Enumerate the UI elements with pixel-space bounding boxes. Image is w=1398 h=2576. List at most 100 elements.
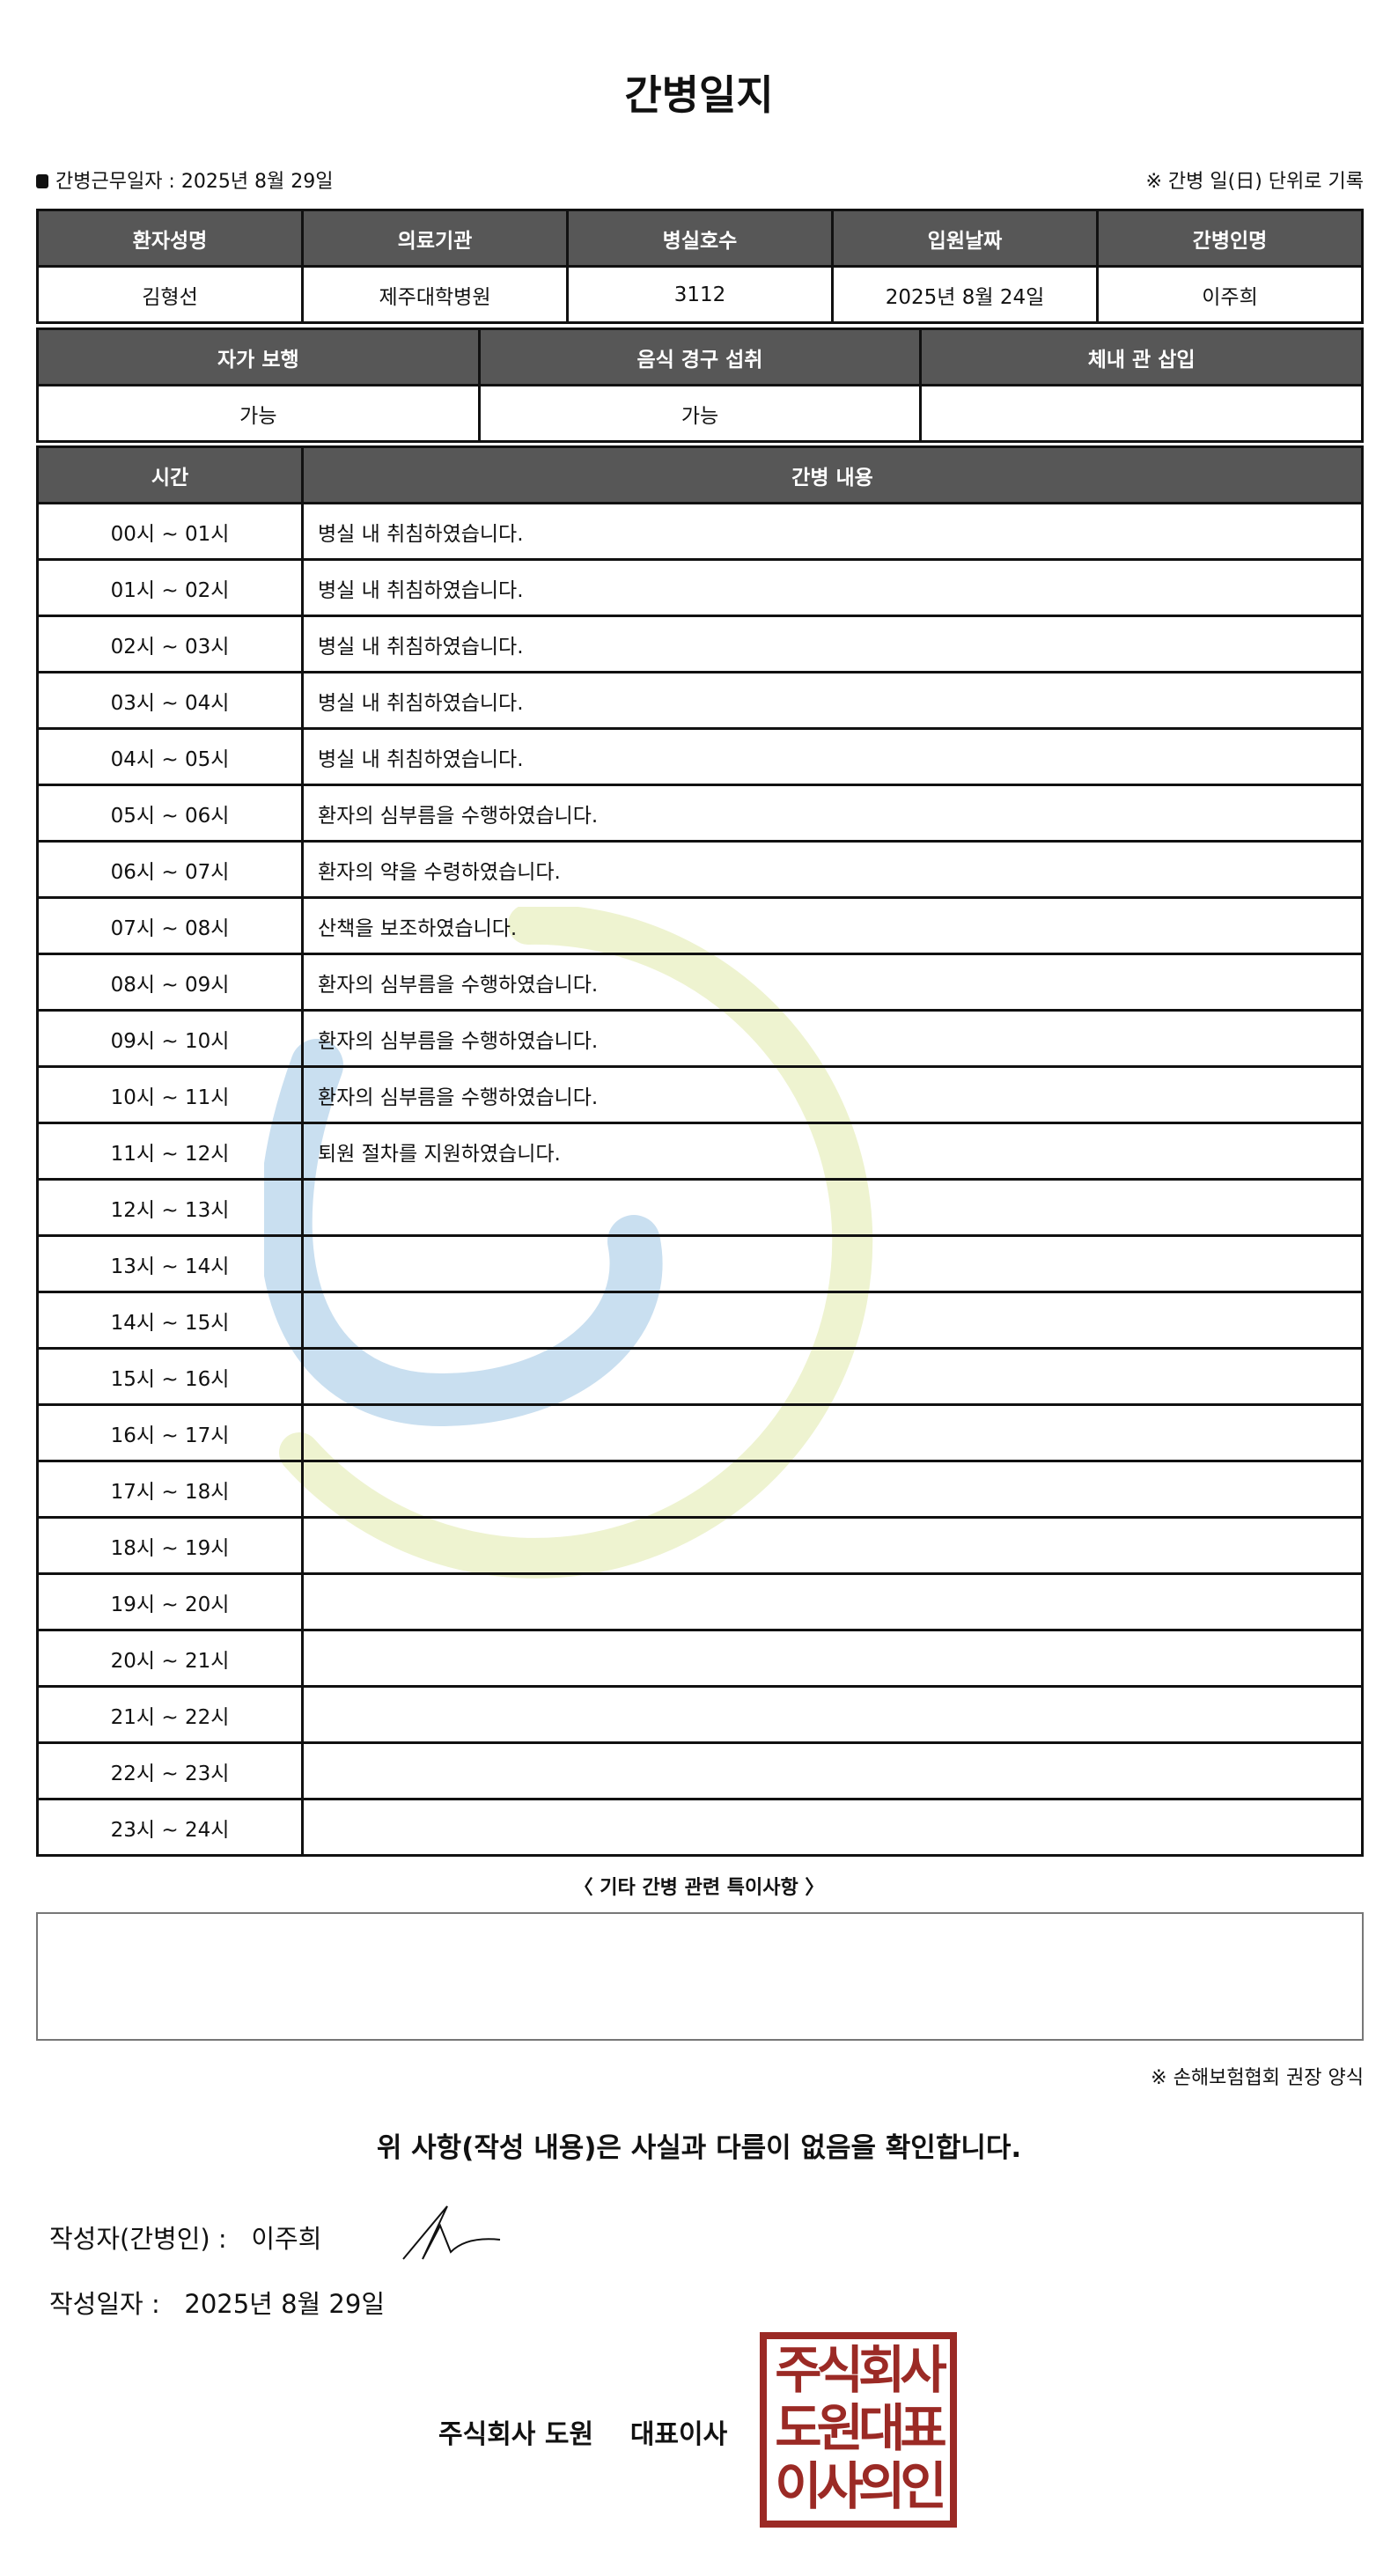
table-row: 21시 ~ 22시 bbox=[36, 1685, 1364, 1744]
seal-line: 주식회사 bbox=[775, 2340, 946, 2400]
time-cell: 00시 ~ 01시 bbox=[36, 502, 304, 561]
time-cell: 10시 ~ 11시 bbox=[36, 1065, 304, 1124]
confirmation-statement: 위 사항(작성 내용)은 사실과 다름이 없음을 확인합니다. bbox=[376, 2132, 1022, 2164]
table-row: 20시 ~ 21시 bbox=[36, 1629, 1364, 1688]
care-content-cell bbox=[301, 1572, 1364, 1631]
info-header: 병실호수 bbox=[566, 209, 834, 268]
table-row: 05시 ~ 06시 환자의 심부름을 수행하였습니다. bbox=[36, 784, 1364, 843]
table-row: 02시 ~ 03시 병실 내 취침하였습니다. bbox=[36, 615, 1364, 673]
care-content-cell bbox=[301, 1460, 1364, 1519]
info-header: 간병인명 bbox=[1096, 209, 1364, 268]
table-row: 06시 ~ 07시 환자의 약을 수령하였습니다. bbox=[36, 840, 1364, 899]
info-value: 제주대학병원 bbox=[301, 265, 569, 324]
table-row: 19시 ~ 20시 bbox=[36, 1572, 1364, 1631]
time-cell: 19시 ~ 20시 bbox=[36, 1572, 304, 1631]
care-content-cell bbox=[301, 1291, 1364, 1350]
log-header: 시간 bbox=[36, 445, 304, 504]
patient-status-table: 자가 보행 음식 경구 섭취 체내 관 삽입 가능 가능 bbox=[36, 328, 1364, 443]
care-content-cell: 산책을 보조하였습니다. bbox=[301, 896, 1364, 955]
info-header: 환자성명 bbox=[36, 209, 304, 268]
table-row: 22시 ~ 23시 bbox=[36, 1741, 1364, 1800]
care-content-cell bbox=[301, 1347, 1364, 1406]
care-content-cell: 환자의 심부름을 수행하였습니다. bbox=[301, 784, 1364, 843]
table-row: 09시 ~ 10시 환자의 심부름을 수행하였습니다. bbox=[36, 1009, 1364, 1068]
care-content-cell bbox=[301, 1629, 1364, 1688]
care-content-cell: 병실 내 취침하였습니다. bbox=[301, 615, 1364, 673]
care-content-cell: 병실 내 취침하였습니다. bbox=[301, 671, 1364, 730]
log-header: 간병 내용 bbox=[301, 445, 1364, 504]
time-cell: 17시 ~ 18시 bbox=[36, 1460, 304, 1519]
table-row: 23시 ~ 24시 bbox=[36, 1798, 1364, 1857]
status-header: 체내 관 삽입 bbox=[919, 328, 1364, 386]
status-value: 가능 bbox=[36, 384, 481, 443]
page-title: 간병일지 bbox=[624, 71, 774, 119]
time-cell: 14시 ~ 15시 bbox=[36, 1291, 304, 1350]
status-header: 자가 보행 bbox=[36, 328, 481, 386]
time-cell: 03시 ~ 04시 bbox=[36, 671, 304, 730]
info-value: 3112 bbox=[566, 265, 834, 324]
signature bbox=[402, 2205, 501, 2260]
care-content-cell bbox=[301, 1741, 1364, 1800]
work-date: 간병근무일자 : 2025년 8월 29일 bbox=[36, 166, 334, 194]
care-content-cell: 환자의 심부름을 수행하였습니다. bbox=[301, 1009, 1364, 1068]
care-content-cell bbox=[301, 1403, 1364, 1462]
care-content-cell: 환자의 심부름을 수행하였습니다. bbox=[301, 1065, 1364, 1124]
care-content-cell bbox=[301, 1234, 1364, 1293]
writer-line: 작성자(간병인) : 이주희 bbox=[49, 2219, 321, 2256]
table-row: 13시 ~ 14시 bbox=[36, 1234, 1364, 1293]
care-content-cell bbox=[301, 1798, 1364, 1857]
time-cell: 01시 ~ 02시 bbox=[36, 558, 304, 617]
time-cell: 02시 ~ 03시 bbox=[36, 615, 304, 673]
writer-label: 작성자(간병인) : bbox=[49, 2224, 227, 2254]
seal-line: 이사의인 bbox=[775, 2456, 946, 2516]
time-cell: 16시 ~ 17시 bbox=[36, 1403, 304, 1462]
table-row: 03시 ~ 04시 병실 내 취침하였습니다. bbox=[36, 671, 1364, 730]
table-row: 15시 ~ 16시 bbox=[36, 1347, 1364, 1406]
table-row: 00시 ~ 01시 병실 내 취침하였습니다. bbox=[36, 502, 1364, 561]
info-header: 의료기관 bbox=[301, 209, 569, 268]
company-seal: 주식회사 도원대표 이사의인 bbox=[760, 2332, 957, 2528]
status-value bbox=[919, 384, 1364, 443]
notes-title: 〈 기타 간병 관련 특이사항 〉 bbox=[573, 1877, 825, 1899]
care-content-cell bbox=[301, 1516, 1364, 1575]
written-date-line: 작성일자 : 2025년 8월 29일 bbox=[49, 2284, 385, 2321]
time-cell: 05시 ~ 06시 bbox=[36, 784, 304, 843]
care-content-cell bbox=[301, 1685, 1364, 1744]
written-date-label: 작성일자 : bbox=[49, 2289, 160, 2319]
time-cell: 04시 ~ 05시 bbox=[36, 727, 304, 786]
status-value: 가능 bbox=[477, 384, 923, 443]
time-cell: 15시 ~ 16시 bbox=[36, 1347, 304, 1406]
table-row: 10시 ~ 11시 환자의 심부름을 수행하였습니다. bbox=[36, 1065, 1364, 1124]
time-cell: 12시 ~ 13시 bbox=[36, 1178, 304, 1237]
care-content-cell: 환자의 심부름을 수행하였습니다. bbox=[301, 953, 1364, 1012]
time-cell: 11시 ~ 12시 bbox=[36, 1122, 304, 1181]
time-cell: 08시 ~ 09시 bbox=[36, 953, 304, 1012]
time-cell: 18시 ~ 19시 bbox=[36, 1516, 304, 1575]
care-content-cell bbox=[301, 1178, 1364, 1237]
table-row: 01시 ~ 02시 병실 내 취침하였습니다. bbox=[36, 558, 1364, 617]
writer-name: 이주희 bbox=[251, 2224, 322, 2254]
info-value: 김형선 bbox=[36, 265, 304, 324]
notes-field[interactable] bbox=[36, 1912, 1364, 2041]
info-header: 입원날짜 bbox=[831, 209, 1099, 268]
status-header: 음식 경구 섭취 bbox=[477, 328, 923, 386]
company-ceo: 주식회사 도원 대표이사 bbox=[438, 2419, 728, 2450]
time-cell: 20시 ~ 21시 bbox=[36, 1629, 304, 1688]
square-bullet-icon bbox=[36, 174, 48, 188]
care-content-cell: 환자의 약을 수령하였습니다. bbox=[301, 840, 1364, 899]
association-note: ※ 손해보험협회 권장 양식 bbox=[1151, 2067, 1364, 2089]
time-cell: 07시 ~ 08시 bbox=[36, 896, 304, 955]
written-date: 2025년 8월 29일 bbox=[184, 2289, 386, 2319]
care-content-cell: 병실 내 취침하였습니다. bbox=[301, 502, 1364, 561]
time-cell: 09시 ~ 10시 bbox=[36, 1009, 304, 1068]
info-value: 이주희 bbox=[1096, 265, 1364, 324]
care-content-cell: 퇴원 절차를 지원하였습니다. bbox=[301, 1122, 1364, 1181]
table-row: 11시 ~ 12시 퇴원 절차를 지원하였습니다. bbox=[36, 1122, 1364, 1181]
time-cell: 13시 ~ 14시 bbox=[36, 1234, 304, 1293]
care-log-table: 시간 간병 내용 00시 ~ 01시 병실 내 취침하였습니다. 01시 ~ 02시 병실… bbox=[36, 445, 1364, 1857]
care-content-cell: 병실 내 취침하였습니다. bbox=[301, 727, 1364, 786]
table-row: 08시 ~ 09시 환자의 심부름을 수행하였습니다. bbox=[36, 953, 1364, 1012]
table-row: 14시 ~ 15시 bbox=[36, 1291, 1364, 1350]
info-value: 2025년 8월 24일 bbox=[831, 265, 1099, 324]
